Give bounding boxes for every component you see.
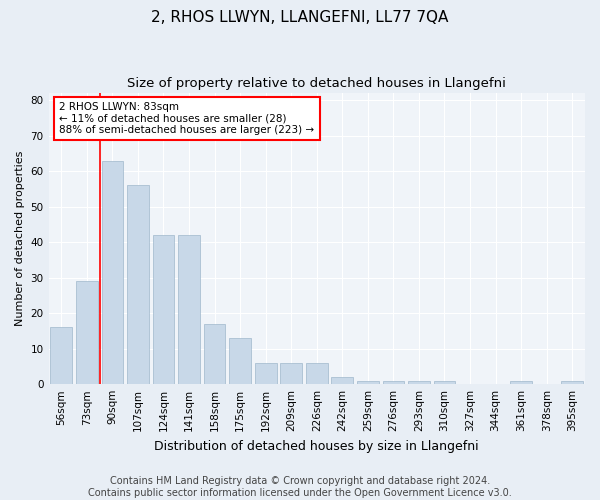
Bar <box>331 377 353 384</box>
Bar <box>408 380 430 384</box>
Bar <box>510 380 532 384</box>
Bar <box>562 380 583 384</box>
Bar <box>434 380 455 384</box>
Y-axis label: Number of detached properties: Number of detached properties <box>15 151 25 326</box>
Bar <box>357 380 379 384</box>
X-axis label: Distribution of detached houses by size in Llangefni: Distribution of detached houses by size … <box>154 440 479 452</box>
Text: 2 RHOS LLWYN: 83sqm
← 11% of detached houses are smaller (28)
88% of semi-detach: 2 RHOS LLWYN: 83sqm ← 11% of detached ho… <box>59 102 314 135</box>
Bar <box>152 235 175 384</box>
Bar <box>178 235 200 384</box>
Bar <box>204 324 226 384</box>
Bar <box>229 338 251 384</box>
Bar <box>383 380 404 384</box>
Title: Size of property relative to detached houses in Llangefni: Size of property relative to detached ho… <box>127 78 506 90</box>
Bar <box>50 328 72 384</box>
Bar <box>306 363 328 384</box>
Bar <box>101 160 123 384</box>
Bar <box>76 281 98 384</box>
Bar <box>280 363 302 384</box>
Text: Contains HM Land Registry data © Crown copyright and database right 2024.
Contai: Contains HM Land Registry data © Crown c… <box>88 476 512 498</box>
Bar <box>255 363 277 384</box>
Text: 2, RHOS LLWYN, LLANGEFNI, LL77 7QA: 2, RHOS LLWYN, LLANGEFNI, LL77 7QA <box>151 10 449 25</box>
Bar <box>127 186 149 384</box>
